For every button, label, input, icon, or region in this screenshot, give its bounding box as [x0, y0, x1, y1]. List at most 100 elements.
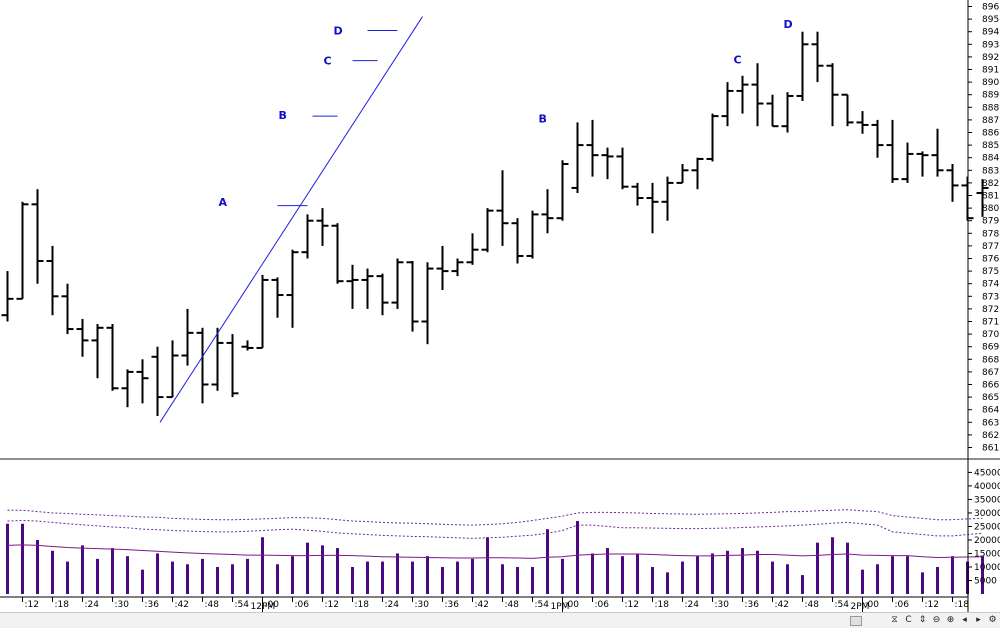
vertical-scale-button[interactable]: ⇕ [918, 615, 927, 625]
volume-bar[interactable] [396, 553, 399, 594]
ohlc-bar[interactable] [541, 189, 554, 234]
ohlc-bar[interactable] [406, 261, 419, 332]
ohlc-bar[interactable] [421, 262, 434, 345]
ohlc-bar[interactable] [361, 268, 374, 309]
scroll-left-button[interactable]: ◂ [962, 615, 967, 625]
volume-bar[interactable] [291, 556, 294, 594]
ohlc-bar[interactable] [61, 283, 74, 335]
ohlc-bar[interactable] [346, 264, 359, 309]
ohlc-bar[interactable] [91, 324, 104, 379]
volume-bar[interactable] [651, 566, 654, 594]
ohlc-bar[interactable] [301, 214, 314, 259]
ohlc-bar[interactable] [646, 182, 659, 234]
zoom-fit-button[interactable]: ⧖ [891, 615, 898, 625]
volume-bar[interactable] [981, 556, 984, 594]
ohlc-bar[interactable] [16, 201, 29, 300]
reset-button[interactable]: C [905, 615, 912, 625]
volume-bar[interactable] [6, 523, 9, 594]
volume-bar[interactable] [141, 569, 144, 594]
volume-bar[interactable] [696, 556, 699, 594]
volume-bar[interactable] [726, 550, 729, 594]
volume-bar[interactable] [816, 542, 819, 594]
volume-bar[interactable] [81, 545, 84, 594]
ohlc-bar[interactable] [376, 273, 389, 316]
ohlc-bar[interactable] [916, 151, 929, 177]
ohlc-bar[interactable] [436, 245, 449, 290]
ohlc-bar[interactable] [631, 182, 644, 206]
ohlc-bar[interactable] [46, 245, 59, 316]
ohlc-bar[interactable] [886, 119, 899, 183]
ohlc-bar[interactable] [526, 210, 539, 259]
volume-bar[interactable] [756, 550, 759, 594]
volume-bar[interactable] [681, 561, 684, 594]
ohlc-bar[interactable] [466, 233, 479, 265]
volume-bar[interactable] [456, 561, 459, 594]
volume-bar[interactable] [546, 529, 549, 594]
volume-bar[interactable] [591, 553, 594, 594]
ohlc-bar[interactable] [706, 113, 719, 162]
volume-bar[interactable] [51, 550, 54, 594]
ohlc-bar[interactable] [226, 334, 239, 398]
zoom-in-button[interactable]: ⊕ [946, 615, 955, 625]
ohlc-bar[interactable] [796, 31, 809, 101]
ohlc-bar[interactable] [766, 94, 779, 128]
volume-bar[interactable] [801, 575, 804, 594]
volume-bar[interactable] [951, 556, 954, 594]
scroll-right-button[interactable]: ▸ [976, 615, 981, 625]
volume-bar[interactable] [381, 561, 384, 594]
ohlc-bar[interactable] [256, 274, 269, 349]
volume-bar[interactable] [861, 569, 864, 594]
volume-bar[interactable] [261, 537, 264, 594]
volume-bar[interactable] [471, 558, 474, 594]
ohlc-bar[interactable] [976, 179, 989, 217]
ohlc-bar[interactable] [151, 346, 164, 416]
ohlc-bar[interactable] [691, 157, 704, 190]
volume-bar[interactable] [171, 561, 174, 594]
scroll-thumb[interactable] [850, 616, 862, 626]
ohlc-bar[interactable] [736, 75, 749, 114]
ohlc-bar[interactable] [121, 369, 134, 408]
ohlc-bar[interactable] [271, 277, 284, 318]
volume-bar[interactable] [441, 566, 444, 594]
volume-bar[interactable] [126, 556, 129, 594]
volume-bar[interactable] [96, 558, 99, 594]
volume-bar[interactable] [786, 564, 789, 594]
ohlc-bar[interactable] [511, 218, 524, 264]
ohlc-bar[interactable] [556, 160, 569, 221]
ohlc-bar[interactable] [841, 93, 854, 127]
volume-bar[interactable] [201, 558, 204, 594]
volume-bar[interactable] [621, 556, 624, 594]
ohlc-bar[interactable] [316, 208, 329, 246]
zoom-out-button[interactable]: ⊖ [932, 615, 941, 625]
ohlc-bar[interactable] [331, 223, 344, 284]
ohlc-bar[interactable] [871, 119, 884, 158]
ohlc-bar[interactable] [451, 258, 464, 277]
volume-bar[interactable] [156, 553, 159, 594]
ohlc-bar[interactable] [901, 142, 914, 183]
ohlc-bar[interactable] [676, 164, 689, 184]
volume-bar[interactable] [666, 572, 669, 594]
ohlc-bar[interactable] [571, 122, 584, 193]
volume-bar[interactable] [246, 558, 249, 594]
ohlc-bar[interactable] [286, 249, 299, 328]
settings-button[interactable]: ⚙ [988, 615, 997, 625]
ohlc-bar[interactable] [931, 128, 944, 177]
volume-bar[interactable] [351, 566, 354, 594]
volume-bar[interactable] [846, 542, 849, 594]
ohlc-bar[interactable] [481, 208, 494, 253]
volume-bar[interactable] [231, 564, 234, 594]
ohlc-bar[interactable] [1, 271, 14, 322]
ohlc-bar[interactable] [166, 340, 179, 399]
volume-bar[interactable] [186, 564, 189, 594]
ohlc-bar[interactable] [856, 111, 869, 134]
ohlc-bar[interactable] [181, 308, 194, 366]
ohlc-bar[interactable] [211, 327, 224, 391]
volume-bar[interactable] [606, 548, 609, 594]
volume-bar[interactable] [741, 548, 744, 594]
volume-bar[interactable] [411, 561, 414, 594]
ohlc-bar[interactable] [751, 63, 764, 127]
volume-bar[interactable] [306, 542, 309, 594]
ohlc-bar[interactable] [241, 340, 254, 351]
volume-bar[interactable] [336, 548, 339, 594]
volume-bar[interactable] [501, 564, 504, 594]
